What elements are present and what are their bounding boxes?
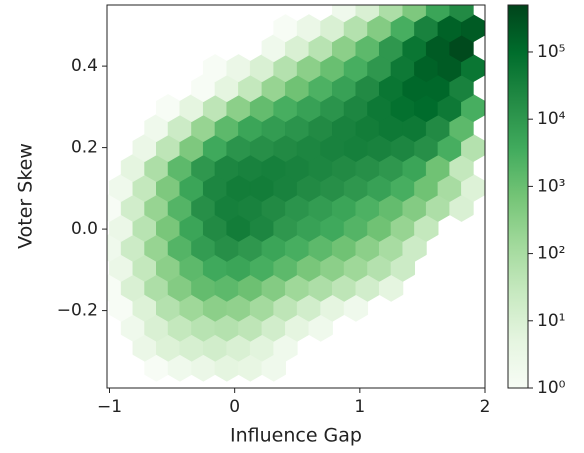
colorbar-tick-label: 10³ xyxy=(537,176,565,196)
x-tick-label: 2 xyxy=(480,397,491,417)
colorbar-tick-label: 10² xyxy=(537,244,565,264)
y-tick-label: 0.4 xyxy=(71,56,98,76)
colorbar-tick-label: 10⁰ xyxy=(537,378,566,398)
y-axis-label: Voter Skew xyxy=(15,143,37,249)
colorbar xyxy=(507,4,529,389)
hex-layer xyxy=(107,5,485,382)
y-tick-label: 0.2 xyxy=(71,138,98,158)
x-tick-label: 0 xyxy=(229,397,240,417)
hexbin-cell xyxy=(332,5,357,23)
x-axis-label: Influence Gap xyxy=(230,425,362,447)
colorbar-tick-label: 10¹ xyxy=(537,311,565,331)
hexbin-cell xyxy=(449,5,474,23)
axes-frame xyxy=(106,4,486,389)
y-tick-label: 0.0 xyxy=(71,219,98,239)
y-tick-label: −0.2 xyxy=(57,301,98,321)
colorbar-tick-label: 10⁵ xyxy=(537,42,565,62)
colorbar-tick-label: 10⁴ xyxy=(537,109,566,129)
x-tick-label: −1 xyxy=(97,397,122,417)
hexbin-cell xyxy=(425,5,451,23)
hexbin-cell xyxy=(378,5,404,23)
hexbin-cell xyxy=(402,5,427,23)
x-tick-label: 1 xyxy=(354,397,365,417)
hexbin-cell xyxy=(355,5,380,23)
